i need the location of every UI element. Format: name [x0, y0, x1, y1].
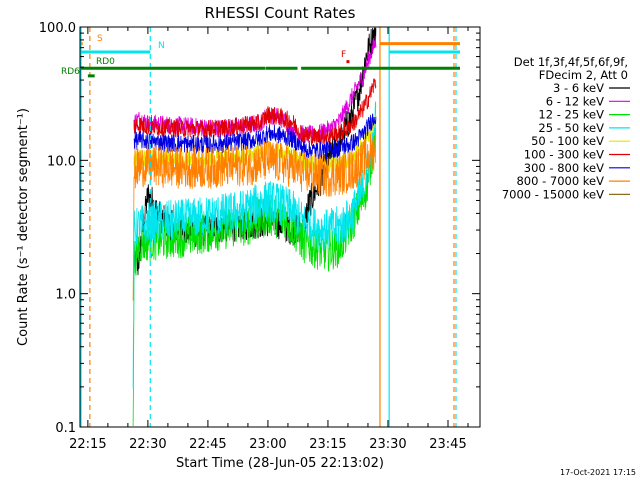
x-tick-label-3: 23:00: [249, 437, 286, 452]
legend-header-line-1: FDecim 2, Att 0: [539, 68, 628, 82]
flag-label-rd0: RD0: [96, 57, 115, 67]
legend-entry-label-4: 50 - 100 keV: [531, 134, 604, 148]
x-tick-label-0: 22:15: [69, 437, 106, 452]
legend-entry-label-1: 6 - 12 keV: [546, 94, 604, 108]
series-line-6: [133, 113, 377, 160]
legend-entry-label-0: 3 - 6 keV: [553, 81, 604, 95]
overlay-layer: S N F RD0 RD6: [61, 27, 460, 427]
series-layer: [132, 27, 377, 427]
x-axis-label: Start Time (28-Jun-05 22:13:02): [176, 456, 384, 471]
chart-title: RHESSI Count Rates: [205, 4, 356, 22]
series-line-3: [132, 101, 377, 389]
flag-label-s: S: [97, 34, 103, 44]
y-axis: 0.1 1.0 10.0 100.0: [39, 21, 480, 436]
flag-f-dot: [346, 60, 350, 64]
legend: Det 1f,3f,4f,5f,6f,9f,FDecim 2, Att 03 -…: [502, 55, 630, 201]
flag-label-rd6: RD6: [61, 67, 80, 77]
y-tick-label-2: 10.0: [47, 154, 76, 169]
x-tick-label-5: 23:30: [369, 437, 406, 452]
legend-header-line-0: Det 1f,3f,4f,5f,6f,9f,: [514, 55, 628, 69]
plot-frame: [79, 26, 481, 428]
legend-entry-label-7: 800 - 7000 keV: [516, 174, 604, 188]
x-tick-label-6: 23:45: [429, 437, 466, 452]
x-tick-label-1: 22:30: [129, 437, 166, 452]
series-line-2: [132, 102, 377, 427]
y-tick-label-1: 1.0: [55, 288, 76, 303]
flag-label-f: F: [341, 50, 346, 60]
x-axis: 22:15 22:30 22:45 23:00 23:15 23:30 23:45: [69, 27, 469, 452]
flag-label-n: N: [158, 41, 165, 51]
x-tick-label-2: 22:45: [189, 437, 226, 452]
legend-entry-label-8: 7000 - 15000 keV: [502, 187, 604, 201]
series-line-7: [132, 133, 377, 301]
legend-entry-label-5: 100 - 300 keV: [524, 148, 604, 162]
x-tick-label-4: 23:15: [309, 437, 346, 452]
legend-entry-label-3: 25 - 50 keV: [538, 121, 604, 135]
y-tick-label-0: 0.1: [55, 421, 76, 436]
legend-entry-label-2: 12 - 25 keV: [538, 108, 604, 122]
legend-entry-label-6: 300 - 800 keV: [524, 161, 604, 175]
y-tick-label-3: 100.0: [39, 21, 76, 36]
footer-timestamp: 17-Oct-2021 17:15: [560, 468, 636, 477]
y-axis-label: Count Rate (s⁻¹ detector segment⁻¹): [16, 108, 31, 346]
